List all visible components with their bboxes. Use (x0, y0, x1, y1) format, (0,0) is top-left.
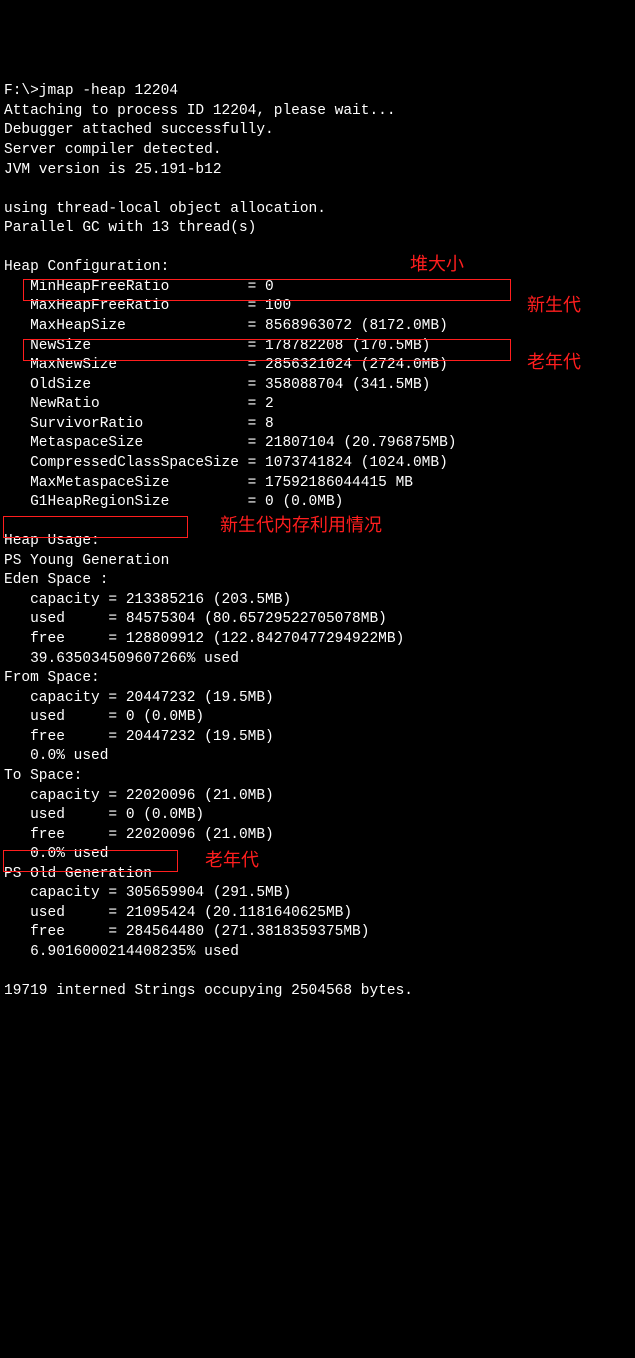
terminal-output: F:\>jmap -heap 12204 Attaching to proces… (4, 82, 631, 1001)
